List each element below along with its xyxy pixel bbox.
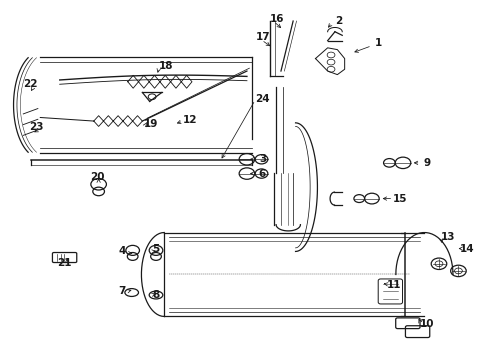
Text: 2: 2 [334,17,342,26]
Text: 5: 5 [152,244,159,253]
Text: 15: 15 [392,194,407,203]
Text: 13: 13 [440,232,454,242]
Text: 16: 16 [269,14,283,23]
Text: 18: 18 [158,61,173,71]
Text: 3: 3 [258,154,265,164]
Text: 6: 6 [258,168,265,179]
Text: 17: 17 [255,32,270,42]
Text: 14: 14 [459,244,473,253]
Text: 7: 7 [118,287,125,296]
Text: 12: 12 [183,115,197,125]
Text: 10: 10 [419,319,434,329]
Text: 21: 21 [57,258,72,268]
Text: 20: 20 [90,172,105,182]
Text: 22: 22 [23,79,38,89]
Text: 19: 19 [143,118,158,129]
Text: 4: 4 [118,246,125,256]
Text: 8: 8 [152,290,159,300]
Text: 11: 11 [386,280,401,291]
Text: 23: 23 [29,122,43,132]
Text: 1: 1 [374,38,382,48]
Text: 24: 24 [254,94,269,104]
Text: 9: 9 [423,158,430,168]
